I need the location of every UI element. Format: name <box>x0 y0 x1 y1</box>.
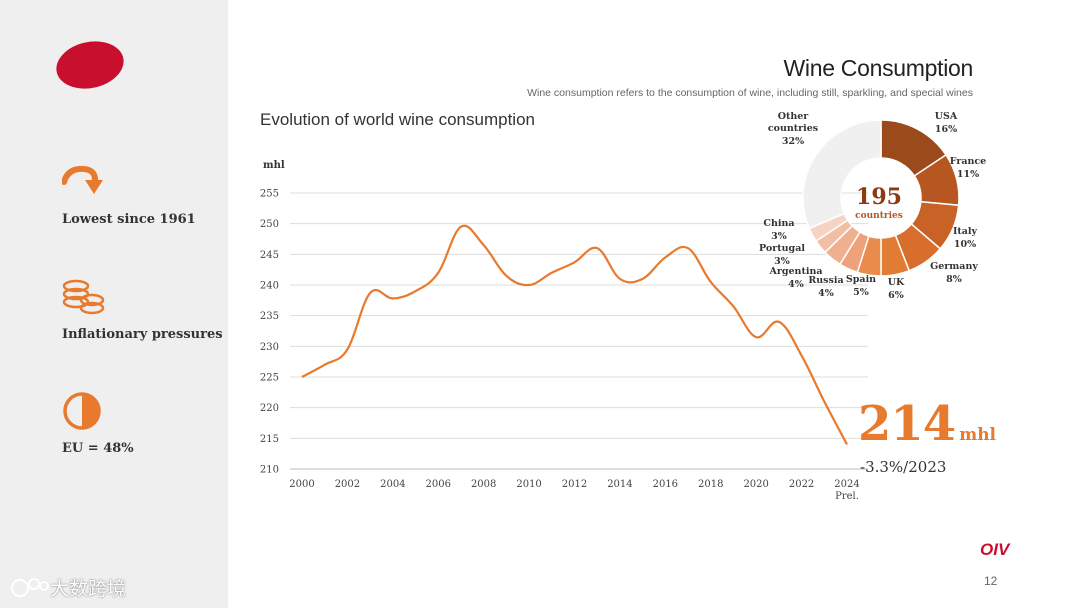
highlight-unit: mhl <box>959 425 997 445</box>
x-tick-label: 2022 <box>789 479 814 490</box>
slice-value: 8% <box>946 274 962 285</box>
x-tick-label: 2016 <box>653 479 678 490</box>
y-tick-label: 245 <box>260 250 279 261</box>
page-subtitle: Wine consumption refers to the consumpti… <box>527 87 973 99</box>
watermark-text: 大数跨境 <box>50 578 127 600</box>
slice-label: Italy <box>953 226 978 237</box>
donut-slice <box>802 119 882 230</box>
x-tick-label: 2008 <box>471 479 496 490</box>
line-chart-title: Evolution of world wine consumption <box>260 110 535 129</box>
slice-label: Argentina <box>768 266 822 277</box>
y-tick-label: 250 <box>260 219 279 230</box>
y-tick-label: 240 <box>260 281 279 292</box>
sidebar-item-label: Lowest since 1961 <box>62 212 196 227</box>
down-arrow-icon <box>61 164 104 206</box>
y-tick-label: 225 <box>260 373 279 384</box>
x-tick-label: 2024 <box>834 479 859 490</box>
slice-value: 11% <box>957 169 979 180</box>
slice-value: 6% <box>888 290 904 301</box>
slice-value: 3% <box>774 256 790 267</box>
page-number: 12 <box>984 574 998 588</box>
slice-label: Portugal <box>759 243 805 254</box>
page-title: Wine Consumption <box>783 55 973 81</box>
slice-value: 5% <box>853 287 869 298</box>
slice-label: USA <box>935 111 958 122</box>
slice-label: countries <box>768 123 818 134</box>
y-tick-label: 230 <box>260 342 279 353</box>
slice-value: 4% <box>818 288 834 299</box>
y-tick-label: 235 <box>260 311 279 322</box>
x-tick-label: 2014 <box>607 479 632 490</box>
x-tick-note: Prel. <box>835 491 859 502</box>
slice-label: France <box>950 156 986 167</box>
x-tick-label: 2012 <box>562 479 587 490</box>
donut-center-value: 195 <box>856 184 902 210</box>
slice-value: 4% <box>788 279 804 290</box>
y-axis-label: mhl <box>263 160 285 171</box>
oiv-logo: OIV <box>980 540 1010 559</box>
half-circle-icon <box>62 391 102 435</box>
y-tick-label: 220 <box>260 403 279 414</box>
x-tick-label: 2018 <box>698 479 723 490</box>
series-line <box>301 224 848 445</box>
x-tick-label: 2000 <box>289 479 314 490</box>
x-tick-label: 2004 <box>380 479 405 490</box>
sidebar-item-label: Inflationary pressures <box>62 327 223 342</box>
y-tick-label: 215 <box>260 434 279 445</box>
coins-icon <box>62 278 106 320</box>
x-tick-label: 2020 <box>743 479 768 490</box>
sidebar: Lowest since 1961 Inflationary pressures… <box>0 0 228 608</box>
highlight-number: 214 <box>858 396 956 452</box>
slice-label: Germany <box>930 261 978 272</box>
slice-label: Russia <box>808 275 843 286</box>
slice-label: China <box>763 218 794 229</box>
highlight-change: -3.3%/2023 <box>860 458 947 476</box>
slice-value: 3% <box>771 231 787 242</box>
slice-value: 32% <box>782 136 804 147</box>
y-tick-label: 210 <box>260 465 279 476</box>
sidebar-item-label: EU = 48% <box>62 441 134 456</box>
x-tick-label: 2006 <box>426 479 451 490</box>
donut-center-label: countries <box>855 211 903 221</box>
slice-value: 10% <box>954 239 976 250</box>
slice-label: Spain <box>846 274 876 285</box>
slice-value: 16% <box>935 124 957 135</box>
watermark-icon <box>11 578 49 597</box>
x-tick-label: 2010 <box>516 479 541 490</box>
slice-label: Other <box>778 111 810 122</box>
highlight-value: 214 mhl <box>858 396 996 452</box>
slice-label: UK <box>888 277 905 288</box>
x-tick-label: 2002 <box>335 479 360 490</box>
y-tick-label: 255 <box>260 189 279 200</box>
